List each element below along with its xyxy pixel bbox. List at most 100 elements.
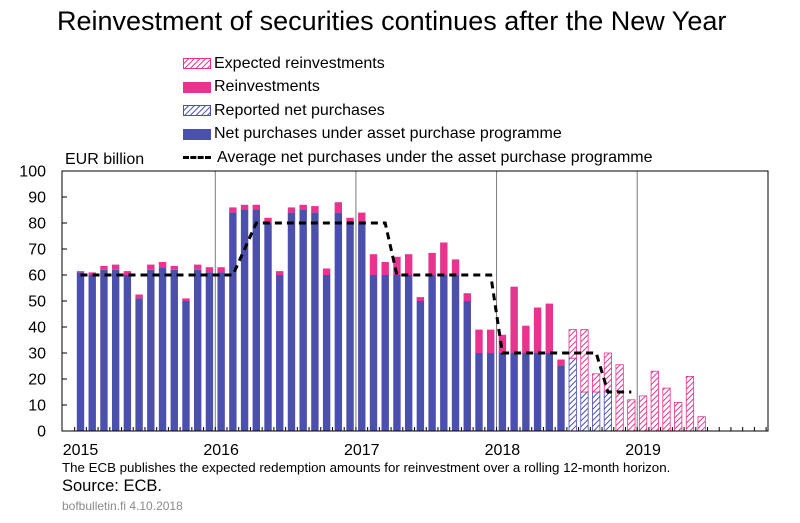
legend-swatch-reported-net-purchases bbox=[183, 105, 211, 117]
bar-reinvestments bbox=[287, 207, 296, 213]
bar-reinvestments bbox=[100, 265, 108, 270]
bar-net-purchases bbox=[100, 269, 108, 431]
plot-frame bbox=[61, 170, 769, 432]
y-tick-label-90: 90 bbox=[28, 190, 46, 207]
legend-label-net-purchases: Net purchases under asset purchase progr… bbox=[214, 125, 562, 143]
bar-expected-reinvestments bbox=[568, 329, 577, 359]
bar-net-purchases bbox=[135, 298, 143, 431]
bar-reinvestments bbox=[76, 271, 85, 273]
legend-label-average-net-purchases: Average net purchases under the asset pu… bbox=[217, 148, 653, 166]
chart-title: Reinvestment of securities continues aft… bbox=[57, 6, 727, 36]
bar-net-purchases bbox=[475, 353, 483, 431]
x-tick-label-2018: 2018 bbox=[485, 442, 521, 459]
y-tick-label-60: 60 bbox=[28, 268, 46, 285]
bar-reinvestments bbox=[451, 259, 460, 275]
bar-net-purchases bbox=[170, 269, 178, 431]
bar-reinvestments bbox=[229, 207, 237, 213]
bar-reported-net-purchases bbox=[568, 357, 577, 432]
bar-net-purchases bbox=[334, 212, 343, 431]
bar-net-purchases bbox=[147, 269, 155, 431]
bar-reinvestments bbox=[88, 272, 96, 275]
bar-reinvestments bbox=[334, 202, 343, 213]
bar-reinvestments bbox=[311, 206, 319, 213]
x-tick-label-2016: 2016 bbox=[203, 442, 239, 459]
bar-reinvestments bbox=[264, 217, 272, 223]
legend-label-expected-reinvestments: Expected reinvestments bbox=[214, 54, 385, 72]
bar-reinvestments bbox=[252, 204, 260, 210]
bar-net-purchases bbox=[358, 223, 366, 431]
bar-net-purchases bbox=[404, 275, 413, 431]
bar-reinvestments bbox=[217, 267, 225, 273]
bar-expected-reinvestments bbox=[662, 387, 671, 432]
bar-reinvestments bbox=[182, 298, 190, 301]
bar-reported-net-purchases bbox=[603, 391, 613, 432]
y-tick-label-100: 100 bbox=[19, 164, 46, 181]
bar-net-purchases bbox=[299, 210, 307, 431]
bar-expected-reinvestments bbox=[627, 399, 636, 432]
bar-reinvestments bbox=[463, 293, 471, 301]
y-axis-unit-label: EUR billion bbox=[65, 151, 145, 168]
legend-swatch-reinvestments bbox=[183, 81, 211, 93]
bar-net-purchases bbox=[264, 223, 272, 431]
x-tick-label-2019: 2019 bbox=[625, 442, 661, 459]
bar-expected-reinvestments bbox=[638, 395, 648, 432]
bar-reinvestments bbox=[240, 204, 249, 210]
bar-net-purchases bbox=[393, 275, 401, 431]
chart-legend: Expected reinvestments Reinvestments Rep… bbox=[183, 52, 653, 170]
bar-reinvestments bbox=[369, 254, 378, 275]
bar-expected-reinvestments bbox=[592, 373, 601, 393]
y-tick-label-20: 20 bbox=[28, 372, 46, 389]
bar-net-purchases bbox=[510, 353, 518, 431]
bar-net-purchases bbox=[545, 353, 553, 431]
bar-reinvestments bbox=[416, 297, 425, 301]
bar-net-purchases bbox=[111, 269, 120, 431]
bar-reinvestments bbox=[158, 262, 167, 268]
bar-expected-reinvestments bbox=[615, 364, 624, 432]
bar-reinvestments bbox=[545, 303, 553, 353]
bar-net-purchases bbox=[498, 353, 507, 431]
y-tick-label-0: 0 bbox=[37, 424, 46, 441]
y-tick-label-80: 80 bbox=[28, 216, 46, 233]
legend-item-reported-net-purchases: Reported net purchases bbox=[183, 99, 653, 123]
bar-reinvestments bbox=[194, 264, 202, 270]
bar-net-purchases bbox=[252, 210, 260, 431]
bar-reinvestments bbox=[510, 286, 518, 353]
bar-net-purchases bbox=[381, 275, 389, 431]
legend-item-reinvestments: Reinvestments bbox=[183, 76, 653, 100]
bar-reinvestments bbox=[440, 242, 448, 275]
average-net-purchases-line bbox=[80, 221, 632, 394]
bar-net-purchases bbox=[346, 223, 354, 431]
bar-net-purchases bbox=[311, 212, 319, 431]
bar-net-purchases bbox=[369, 275, 378, 431]
bar-reinvestments bbox=[170, 265, 178, 270]
bar-reinvestments bbox=[111, 264, 120, 270]
chart-source: Source: ECB. bbox=[62, 477, 162, 495]
y-tick-label-10: 10 bbox=[28, 398, 46, 415]
legend-swatch-average-net-purchases bbox=[183, 156, 211, 160]
bar-net-purchases bbox=[229, 212, 237, 431]
bar-reinvestments bbox=[147, 264, 155, 270]
bar-reinvestments bbox=[404, 254, 413, 275]
bar-net-purchases bbox=[76, 272, 85, 431]
bar-net-purchases bbox=[463, 301, 471, 431]
bar-reinvestments bbox=[299, 204, 307, 210]
legend-label-reported-net-purchases: Reported net purchases bbox=[214, 101, 385, 119]
bar-net-purchases bbox=[322, 275, 331, 431]
legend-item-net-purchases: Net purchases under asset purchase progr… bbox=[183, 123, 653, 147]
y-tick-label-50: 50 bbox=[28, 294, 46, 311]
bar-net-purchases bbox=[416, 301, 425, 431]
bar-net-purchases bbox=[88, 275, 96, 431]
bar-expected-reinvestments bbox=[580, 329, 589, 393]
bar-net-purchases bbox=[557, 366, 565, 431]
y-tick-label-30: 30 bbox=[28, 346, 46, 363]
bar-reinvestments bbox=[487, 329, 495, 353]
x-tick-label-2015: 2015 bbox=[63, 442, 99, 459]
bar-net-purchases bbox=[522, 353, 530, 431]
bar-net-purchases bbox=[287, 212, 296, 431]
bar-expected-reinvestments bbox=[674, 401, 683, 432]
legend-swatch-net-purchases bbox=[183, 128, 211, 140]
bar-net-purchases bbox=[487, 353, 495, 431]
bar-expected-reinvestments bbox=[697, 416, 706, 432]
bar-reinvestments bbox=[475, 329, 483, 353]
